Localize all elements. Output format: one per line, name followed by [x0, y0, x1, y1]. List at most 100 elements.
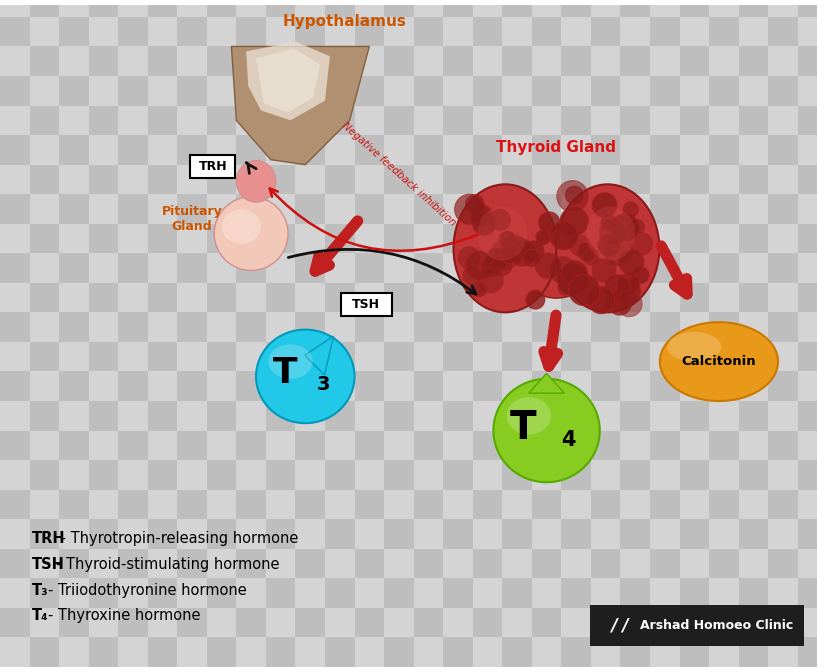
Bar: [413, 637, 443, 667]
Bar: [709, 224, 739, 253]
Bar: [769, 224, 798, 253]
Bar: [30, 460, 59, 490]
Circle shape: [472, 212, 496, 235]
Bar: [739, 283, 769, 312]
Bar: [89, 460, 118, 490]
Bar: [680, 253, 709, 283]
Bar: [650, 194, 680, 224]
Bar: [502, 401, 532, 431]
Bar: [443, 253, 473, 283]
Bar: [266, 431, 295, 460]
Bar: [295, 460, 325, 490]
Bar: [118, 431, 148, 460]
Bar: [680, 460, 709, 490]
Bar: [561, 342, 591, 372]
Bar: [443, 579, 473, 607]
Bar: [561, 607, 591, 637]
Polygon shape: [529, 374, 564, 393]
Ellipse shape: [477, 206, 527, 261]
Bar: [30, 312, 59, 342]
Bar: [237, 519, 266, 549]
Bar: [89, 46, 118, 76]
Bar: [30, 637, 59, 667]
Bar: [89, 549, 118, 579]
Bar: [561, 194, 591, 224]
Bar: [325, 490, 354, 519]
Bar: [59, 17, 89, 46]
Bar: [178, 637, 207, 667]
Bar: [118, 342, 148, 372]
Bar: [413, 46, 443, 76]
Bar: [59, 312, 89, 342]
Bar: [473, 637, 502, 667]
Bar: [739, 165, 769, 194]
Bar: [443, 312, 473, 342]
Bar: [325, 579, 354, 607]
Circle shape: [565, 186, 583, 204]
Bar: [384, 460, 413, 490]
Bar: [118, 460, 148, 490]
Bar: [739, 607, 769, 637]
Bar: [384, 342, 413, 372]
Bar: [443, 283, 473, 312]
Bar: [89, 17, 118, 46]
Circle shape: [524, 241, 544, 261]
Bar: [89, 194, 118, 224]
Bar: [621, 253, 650, 283]
Bar: [325, 135, 354, 165]
Bar: [207, 253, 237, 283]
Bar: [532, 283, 561, 312]
Bar: [266, 637, 295, 667]
Bar: [828, 460, 830, 490]
Bar: [621, 607, 650, 637]
Bar: [502, 490, 532, 519]
Bar: [650, 283, 680, 312]
Bar: [739, 76, 769, 106]
Bar: [178, 253, 207, 283]
Bar: [59, 0, 89, 17]
Bar: [89, 0, 118, 17]
Bar: [532, 401, 561, 431]
Bar: [532, 312, 561, 342]
Polygon shape: [247, 42, 330, 120]
Bar: [532, 372, 561, 401]
Bar: [621, 76, 650, 106]
Text: T₃: T₃: [32, 583, 48, 597]
Bar: [118, 17, 148, 46]
Bar: [384, 253, 413, 283]
Bar: [769, 0, 798, 17]
Bar: [798, 342, 828, 372]
Bar: [413, 312, 443, 342]
Bar: [621, 372, 650, 401]
Bar: [148, 401, 178, 431]
Circle shape: [491, 239, 520, 269]
Bar: [473, 372, 502, 401]
Bar: [59, 607, 89, 637]
Bar: [0, 224, 30, 253]
Bar: [384, 519, 413, 549]
Bar: [502, 106, 532, 135]
Bar: [798, 607, 828, 637]
Bar: [591, 372, 621, 401]
Bar: [237, 401, 266, 431]
Bar: [709, 490, 739, 519]
Bar: [828, 549, 830, 579]
Bar: [207, 431, 237, 460]
Bar: [680, 135, 709, 165]
Bar: [709, 579, 739, 607]
Bar: [237, 549, 266, 579]
Bar: [709, 607, 739, 637]
Bar: [561, 312, 591, 342]
Bar: [561, 165, 591, 194]
Bar: [354, 76, 384, 106]
Bar: [178, 283, 207, 312]
Bar: [354, 549, 384, 579]
Bar: [828, 0, 830, 17]
Bar: [561, 46, 591, 76]
Bar: [828, 519, 830, 549]
Bar: [0, 431, 30, 460]
Bar: [621, 106, 650, 135]
Bar: [59, 401, 89, 431]
Bar: [354, 224, 384, 253]
Bar: [295, 135, 325, 165]
